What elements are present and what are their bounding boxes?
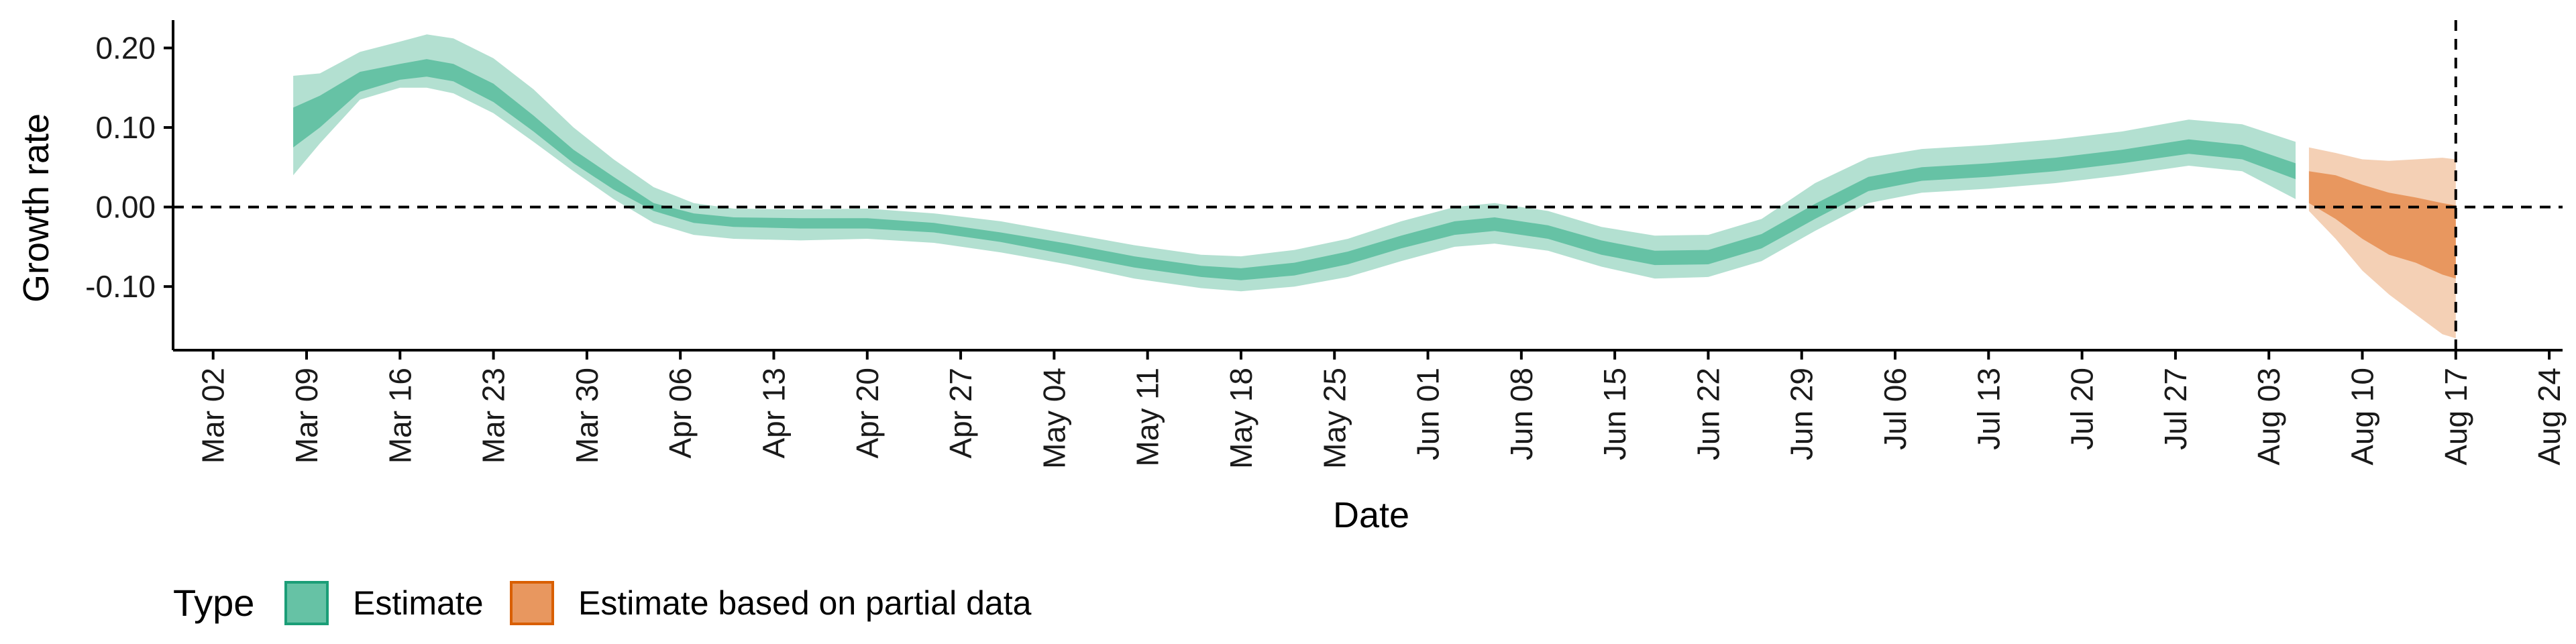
axes: 0.20 0.10 0.00 -0.10 Mar 02 Mar 09 Mar 16 Mar 2… [85,20,2567,469]
uncertainty-bands [293,34,2456,339]
legend-title: Type [173,582,254,624]
x-tick-label-10: May 11 [1130,368,1165,466]
reference-lines [173,20,2563,350]
x-tick-label-21: Jul 27 [2158,368,2193,450]
series-1-band-50 [2308,171,2456,279]
x-tick-label-5: Apr 06 [663,368,698,459]
legend-label-0: Estimate [353,584,484,622]
legend-swatch-1 [510,581,554,625]
legend: Type Estimate Estimate based on partial d… [173,581,1032,625]
x-tick-label-22: Aug 03 [2251,368,2286,466]
series-0-band-50 [293,59,2296,280]
x-tick-label-15: Jun 15 [1597,368,1632,460]
y-tick-label-2: 0.00 [95,190,156,225]
y-tick-label-3: -0.10 [85,269,156,304]
y-tick-label-0: 0.20 [95,30,156,65]
x-tick-label-9: May 04 [1036,368,1071,469]
y-tick-label-1: 0.10 [95,110,156,145]
x-axis-title: Date [1333,495,1409,535]
x-tick-label-16: Jun 22 [1690,368,1725,460]
x-tick-label-17: Jun 29 [1784,368,1819,460]
x-tick-label-6: Apr 13 [757,368,792,459]
legend-swatch-0 [284,581,329,625]
x-tick-label-0: Mar 02 [196,368,231,464]
x-tick-label-25: Aug 24 [2532,368,2567,466]
x-tick-label-7: Apr 20 [850,368,885,459]
y-axis-title: Growth rate [16,113,56,303]
x-tick-label-8: Apr 27 [943,368,978,459]
x-tick-label-14: Jun 08 [1504,368,1539,460]
legend-label-1: Estimate based on partial data [578,584,1032,622]
x-tick-label-1: Mar 09 [289,368,324,464]
x-tick-label-4: Mar 30 [570,368,604,464]
x-tick-label-23: Aug 10 [2345,368,2380,466]
x-tick-label-20: Jul 20 [2065,368,2100,450]
x-tick-label-24: Aug 17 [2438,368,2473,466]
x-tick-label-2: Mar 16 [382,368,417,464]
x-tick-label-19: Jul 13 [1971,368,2006,450]
x-tick-label-13: Jun 01 [1411,368,1446,460]
x-tick-label-12: May 25 [1317,368,1352,469]
x-tick-label-11: May 18 [1224,368,1258,469]
x-tick-label-3: Mar 23 [476,368,511,464]
x-tick-label-18: Jul 06 [1878,368,1913,450]
